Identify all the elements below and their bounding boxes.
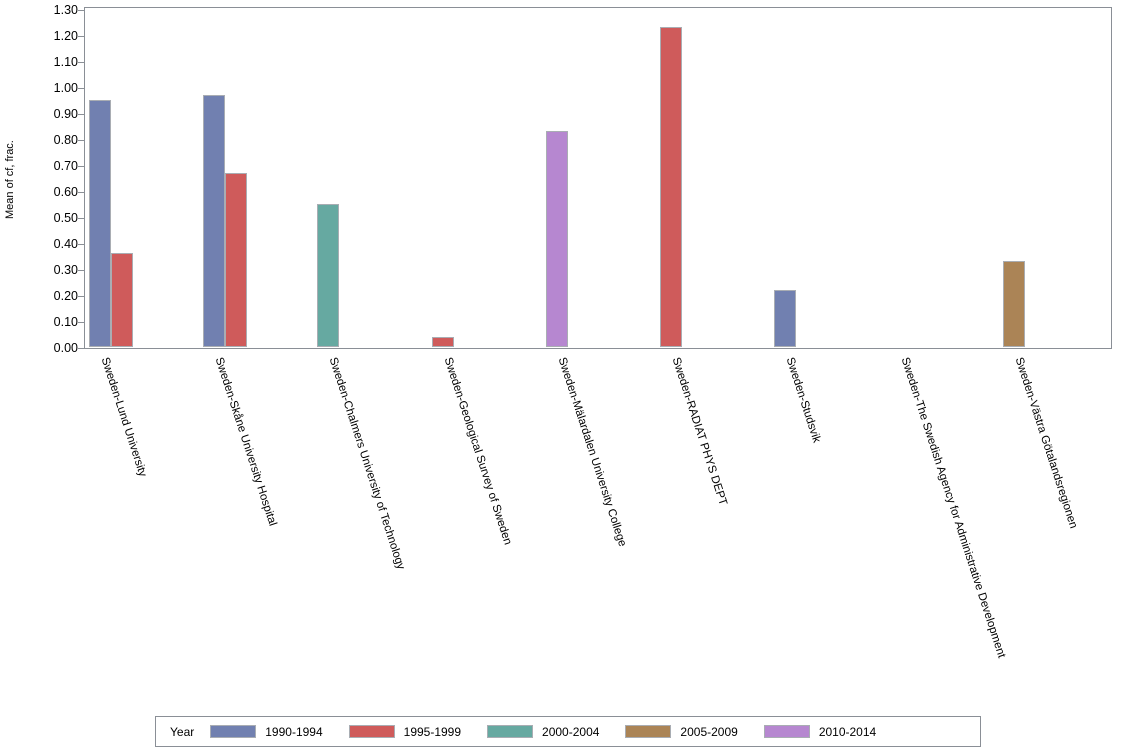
y-axis-tick-label: 0.10 [53, 315, 78, 329]
x-axis-label-text: Sweden-Västra Götalandsregionen [1012, 356, 1080, 530]
y-axis-tick-mark [78, 36, 84, 37]
y-axis-tick-label: 1.00 [53, 81, 78, 95]
bar [660, 27, 683, 347]
bar [431, 336, 454, 347]
legend: Year 1990-1994 1995-1999 2000-2004 2005-200… [155, 716, 981, 747]
bar [774, 289, 797, 347]
legend-color-swatch [625, 725, 672, 738]
bar [225, 172, 248, 347]
bar [89, 100, 111, 347]
y-axis-tick-label: 0.00 [53, 341, 78, 355]
legend-item-label: 2000-2004 [542, 724, 600, 739]
y-axis-title: Mean of cf, frac. [4, 140, 16, 220]
x-axis-label-text: Sweden-Studsvik [783, 356, 823, 445]
x-axis-label-text: Sweden-Mälardalen University College [555, 356, 629, 549]
x-axis-label-text: Sweden-Chalmers University of Technology [327, 356, 408, 572]
bar [111, 253, 133, 347]
legend-color-swatch [763, 725, 810, 738]
y-axis-tick-label: 1.10 [53, 55, 78, 69]
plot-area [84, 7, 1112, 349]
y-axis-tick-mark [78, 192, 84, 193]
y-axis-tick-mark [78, 322, 84, 323]
y-axis-tick-mark [78, 348, 84, 349]
legend-color-swatch [348, 725, 395, 738]
y-axis-tick-mark [78, 218, 84, 219]
y-axis-tick-label: 0.60 [53, 185, 78, 199]
y-axis-tick-label: 1.20 [53, 29, 78, 43]
x-axis-label-text: Sweden-RADIAT PHYS DEPT [669, 356, 729, 508]
y-axis-tick-mark [78, 114, 84, 115]
legend-entries: 1990-1994 1995-1999 2000-2004 2005-2009 2010… [210, 725, 902, 739]
y-axis-tick-mark [78, 10, 84, 11]
bar [545, 131, 568, 347]
legend-item[interactable]: 2005-2009 [625, 724, 738, 739]
legend-item-label: 1995-1999 [403, 724, 462, 739]
y-axis-tick-mark [78, 88, 84, 89]
y-axis-tick-mark [78, 296, 84, 297]
x-axis-label-text: Sweden-The Swedish Agency for Administra… [898, 356, 1007, 660]
legend-item[interactable]: 2000-2004 [487, 725, 599, 739]
legend-item-label: 2005-2009 [680, 724, 738, 739]
x-axis-label-text: Sweden-Geological Survey of Sweden [441, 356, 514, 547]
y-axis-tick-label: 0.40 [53, 237, 78, 251]
legend-item-label: 2010-2014 [818, 724, 877, 739]
bar [1002, 261, 1025, 347]
x-axis-label-text: Sweden-Skåne University Hospital [212, 356, 279, 528]
legend-item-label: 1990-1994 [265, 724, 323, 739]
legend-item[interactable]: 1995-1999 [348, 724, 462, 739]
x-axis-label-text: Sweden-Lund University [98, 356, 149, 479]
y-axis-tick-label: 0.20 [53, 289, 78, 303]
bars-layer [85, 8, 1111, 348]
y-axis-tick-mark [78, 270, 84, 271]
y-axis-tick-mark [78, 140, 84, 141]
y-axis-tick-mark [78, 62, 84, 63]
bar [317, 204, 340, 347]
y-axis-tick-label: 1.30 [53, 3, 78, 17]
legend-item[interactable]: 1990-1994 [210, 724, 323, 739]
bar [203, 94, 226, 347]
legend-color-swatch [210, 725, 257, 738]
y-axis-tick-label: 0.30 [53, 263, 78, 277]
y-axis-tick-mark [78, 166, 84, 167]
legend-item[interactable]: 2010-2014 [763, 724, 877, 739]
y-axis-tick-label: 0.80 [53, 133, 78, 147]
y-axis-tick-label: 0.90 [53, 107, 78, 121]
legend-color-swatch [487, 725, 534, 738]
y-axis-tick-mark [78, 244, 84, 245]
y-axis-tick-label: 0.70 [53, 159, 78, 173]
y-axis-tick-label: 0.50 [53, 211, 78, 225]
legend-title: Year [170, 724, 195, 739]
